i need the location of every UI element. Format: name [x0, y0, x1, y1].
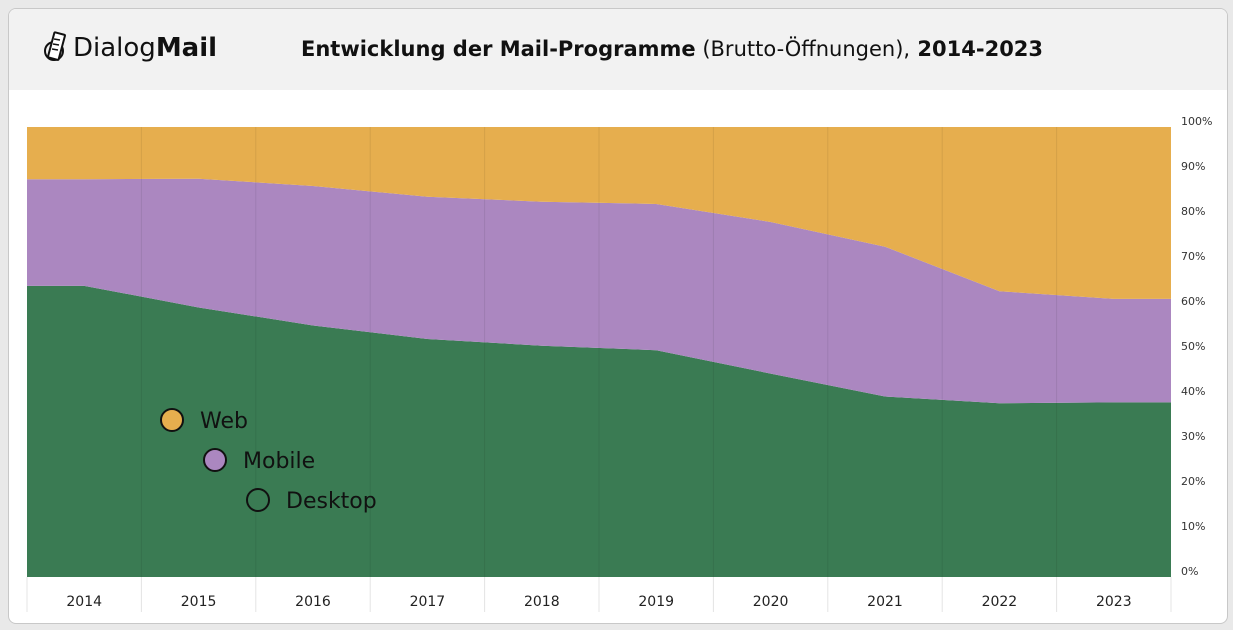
- legend-swatch-desktop: [246, 488, 270, 512]
- y-tick-label: 40%: [1181, 385, 1205, 398]
- y-tick-label: 50%: [1181, 340, 1205, 353]
- y-tick-label: 60%: [1181, 295, 1205, 308]
- x-tick-label: 2020: [753, 594, 789, 610]
- x-tick-label: 2015: [181, 594, 217, 610]
- x-tick-label: 2017: [410, 594, 446, 610]
- mail-logo-icon: [44, 31, 66, 61]
- x-tick-label: 2016: [295, 594, 331, 610]
- y-tick-label: 100%: [1181, 115, 1212, 128]
- title-years: 2014-2023: [910, 37, 1044, 61]
- area-mobile: [27, 178, 1171, 404]
- y-tick-label: 70%: [1181, 250, 1205, 263]
- x-tick-label: 2021: [867, 594, 903, 610]
- x-tick-label: 2019: [638, 594, 674, 610]
- title-sub: (Brutto-Öffnungen),: [695, 37, 911, 61]
- legend-label-mobile: Mobile: [243, 449, 315, 474]
- y-tick-label: 80%: [1181, 205, 1205, 218]
- legend-swatch-mobile: [203, 448, 227, 472]
- area-web: [27, 127, 1171, 299]
- legend-label-web: Web: [200, 409, 248, 434]
- chart-title: Entwicklung der Mail-Programme (Brutto-Ö…: [301, 37, 1043, 61]
- legend-swatch-web: [160, 408, 184, 432]
- x-tick-label: 2014: [66, 594, 102, 610]
- y-tick-label: 30%: [1181, 430, 1205, 443]
- header: Dialog Mail Entwicklung der Mail-Programm…: [9, 9, 1227, 90]
- y-tick-label: 0%: [1181, 565, 1198, 578]
- title-main: Entwicklung der Mail-Programme: [301, 37, 696, 61]
- x-tick-label: 2018: [524, 594, 560, 610]
- area-desktop: [27, 285, 1171, 577]
- x-tick-label: 2022: [982, 594, 1018, 610]
- y-tick-label: 90%: [1181, 160, 1205, 173]
- x-tick-label: 2023: [1096, 594, 1132, 610]
- logo-text-bold: Mail: [155, 33, 218, 63]
- logo: Dialog Mail: [43, 31, 217, 65]
- y-tick-label: 10%: [1181, 520, 1205, 533]
- legend-label-desktop: Desktop: [286, 489, 377, 514]
- logo-text-light: Dialog: [73, 33, 156, 63]
- y-tick-label: 20%: [1181, 475, 1205, 488]
